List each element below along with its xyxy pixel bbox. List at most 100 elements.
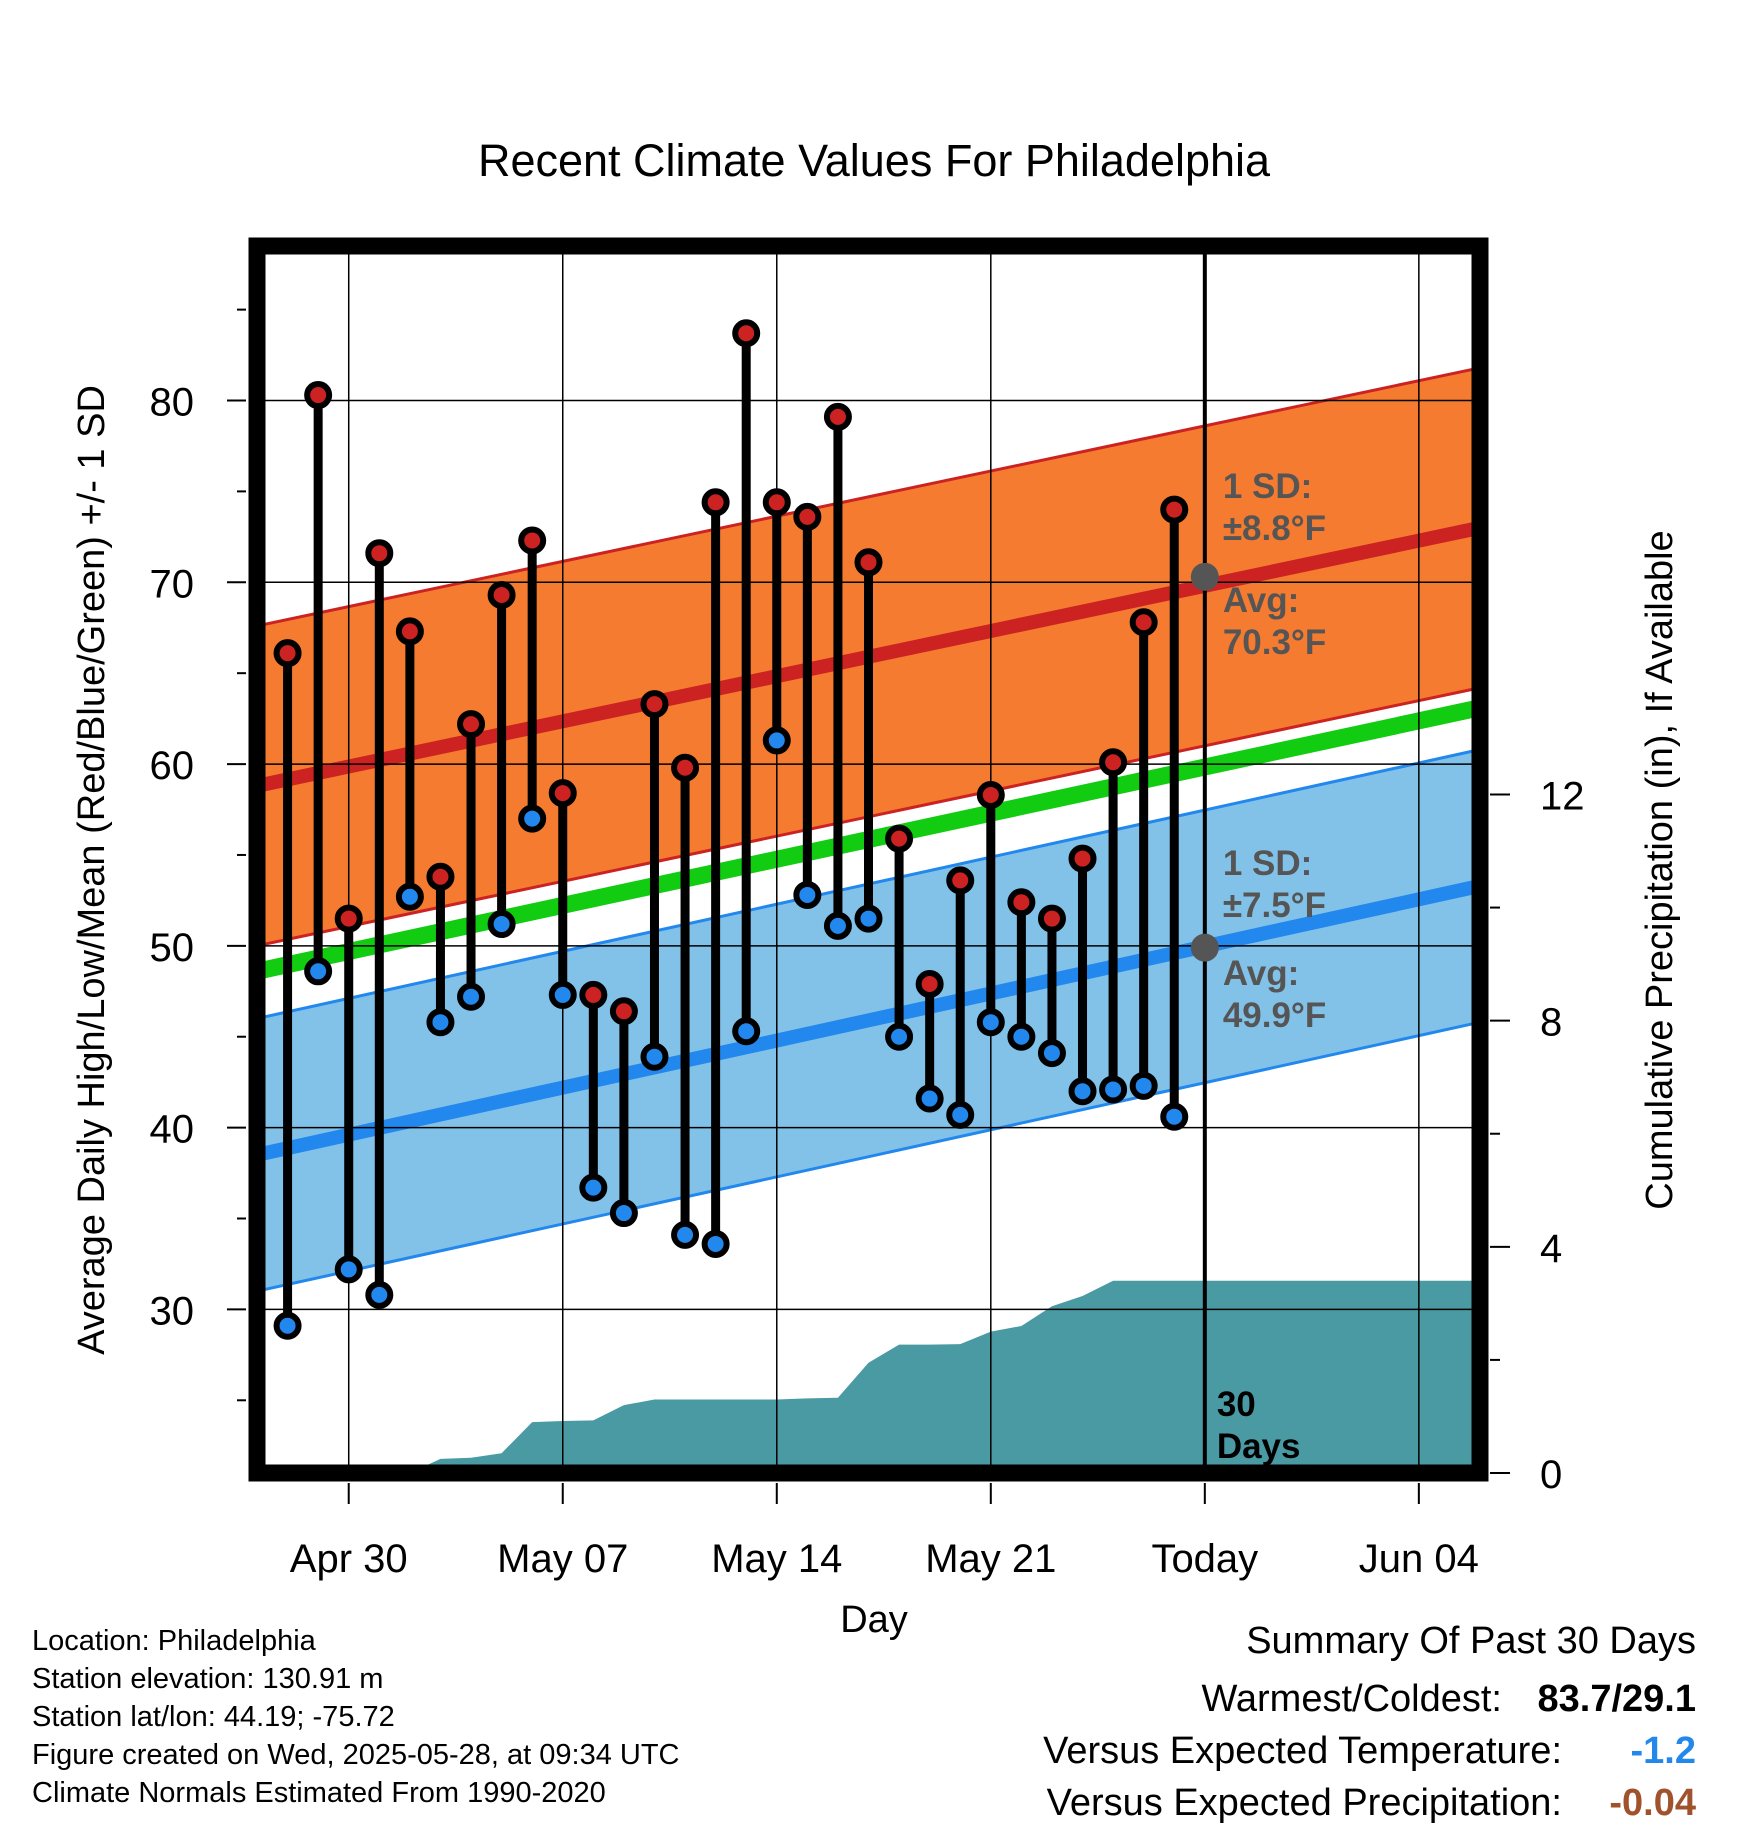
high-point	[793, 502, 822, 531]
low-point	[671, 1220, 700, 1249]
high-point	[395, 617, 424, 646]
high-point	[487, 581, 516, 610]
high-point	[273, 639, 302, 668]
y2-tick-label-0: 0	[1540, 1453, 1562, 1497]
high-point	[885, 824, 914, 853]
low-point	[762, 726, 791, 755]
low-point	[518, 804, 547, 833]
low-point	[1007, 1022, 1036, 1051]
summary-precip-row: Versus Expected Precipitation: -0.04	[796, 1777, 1696, 1829]
summary-panel: Summary Of Past 30 Days Warmest/Coldest:…	[796, 1620, 1696, 1829]
low-point	[609, 1199, 638, 1228]
today-days-label-text: Days	[1217, 1427, 1301, 1466]
high-point	[579, 980, 608, 1009]
y2-axis-label: Cumulative Precipitation (in), If Availa…	[1639, 530, 1681, 1209]
y-tick-label-50: 50	[150, 926, 195, 970]
y-tick-label-70: 70	[150, 562, 195, 606]
low-point	[823, 911, 852, 940]
high-sd-label: 1 SD:	[1223, 467, 1312, 506]
low-point	[304, 957, 333, 986]
created-text: Figure created on Wed, 2025-05-28, at 09…	[32, 1739, 680, 1771]
low-point	[701, 1229, 730, 1258]
high-point	[701, 488, 730, 517]
high-point	[1037, 904, 1066, 933]
low-point	[885, 1022, 914, 1051]
location-text: Location: Philadelphia	[32, 1625, 316, 1657]
high-point	[976, 780, 1005, 809]
y2-tick-label-8: 8	[1540, 1001, 1562, 1045]
low-sd-band-lower-edge	[256, 1020, 1481, 1293]
low-point	[793, 880, 822, 909]
low-point	[487, 910, 516, 939]
precip-value: -0.04	[1609, 1782, 1696, 1824]
y-tick-label-30: 30	[150, 1289, 195, 1333]
temp-value: -1.2	[1630, 1730, 1696, 1772]
low-point	[1160, 1102, 1189, 1131]
high-point	[304, 381, 333, 410]
today-high-normal-dot	[1190, 562, 1219, 591]
low-sd-value: ±7.5°F	[1223, 886, 1326, 925]
high-point	[609, 997, 638, 1026]
warmest-label: Warmest/Coldest:	[1201, 1678, 1502, 1720]
x-tick-label: May 21	[925, 1537, 1056, 1581]
high-point	[365, 539, 394, 568]
low-point	[334, 1255, 363, 1284]
y2-tick-label-12: 12	[1540, 774, 1585, 818]
y-tick-label-80: 80	[150, 381, 195, 425]
high-point	[854, 548, 883, 577]
precip-area	[348, 1280, 1481, 1473]
high-point	[518, 526, 547, 555]
low-point	[395, 882, 424, 911]
normals-text: Climate Normals Estimated From 1990-2020	[32, 1777, 606, 1809]
today-low-normal-dot	[1190, 933, 1219, 962]
low-point	[915, 1084, 944, 1113]
low-point	[732, 1017, 761, 1046]
x-tick-label: Today	[1151, 1537, 1258, 1581]
x-tick-label: Apr 30	[290, 1537, 408, 1581]
low-point	[1129, 1071, 1158, 1100]
summary-warmest-row: Warmest/Coldest: 83.7/29.1	[796, 1673, 1696, 1725]
high-point	[1068, 844, 1097, 873]
high-avg-value: 70.3°F	[1223, 623, 1327, 662]
precip-label: Versus Expected Precipitation:	[1046, 1782, 1562, 1824]
high-point	[457, 710, 486, 739]
low-point	[1037, 1039, 1066, 1068]
low-sd-label: 1 SD:	[1223, 844, 1312, 883]
high-point	[671, 753, 700, 782]
low-point	[579, 1173, 608, 1202]
high-point	[732, 319, 761, 348]
y2-tick-label-4: 4	[1540, 1227, 1562, 1271]
low-avg-label: Avg:	[1223, 954, 1299, 993]
low-point	[976, 1008, 1005, 1037]
high-sd-value: ±8.8°F	[1223, 509, 1326, 548]
low-point	[1068, 1077, 1097, 1106]
low-avg-value: 49.9°F	[1223, 996, 1327, 1035]
x-tick-label: Jun 04	[1359, 1537, 1479, 1581]
high-point	[946, 866, 975, 895]
low-point	[640, 1042, 669, 1071]
low-point	[854, 904, 883, 933]
summary-temp-row: Versus Expected Temperature: -1.2	[796, 1725, 1696, 1777]
elevation-text: Station elevation: 130.91 m	[32, 1663, 384, 1695]
low-point	[946, 1100, 975, 1129]
y-tick-label-40: 40	[150, 1108, 195, 1152]
high-avg-label: Avg:	[1223, 581, 1299, 620]
low-point	[365, 1280, 394, 1309]
high-point	[640, 690, 669, 719]
latlon-text: Station lat/lon: 44.19; -75.72	[32, 1701, 395, 1733]
high-point	[334, 904, 363, 933]
low-point	[457, 982, 486, 1011]
station-info: Location: Philadelphia Station elevation…	[32, 1622, 680, 1812]
y-axis-label: Average Daily High/Low/Mean (Red/Blue/Gr…	[71, 385, 113, 1355]
today-days-label-number: 30	[1217, 1385, 1256, 1424]
x-axis-label: Day	[840, 1599, 908, 1641]
low-point	[426, 1008, 455, 1037]
high-point	[548, 779, 577, 808]
y-tick-label-60: 60	[150, 744, 195, 788]
high-point	[426, 862, 455, 891]
warmest-value: 83.7/29.1	[1537, 1678, 1696, 1720]
high-point	[762, 488, 791, 517]
temp-label: Versus Expected Temperature:	[1043, 1730, 1562, 1772]
